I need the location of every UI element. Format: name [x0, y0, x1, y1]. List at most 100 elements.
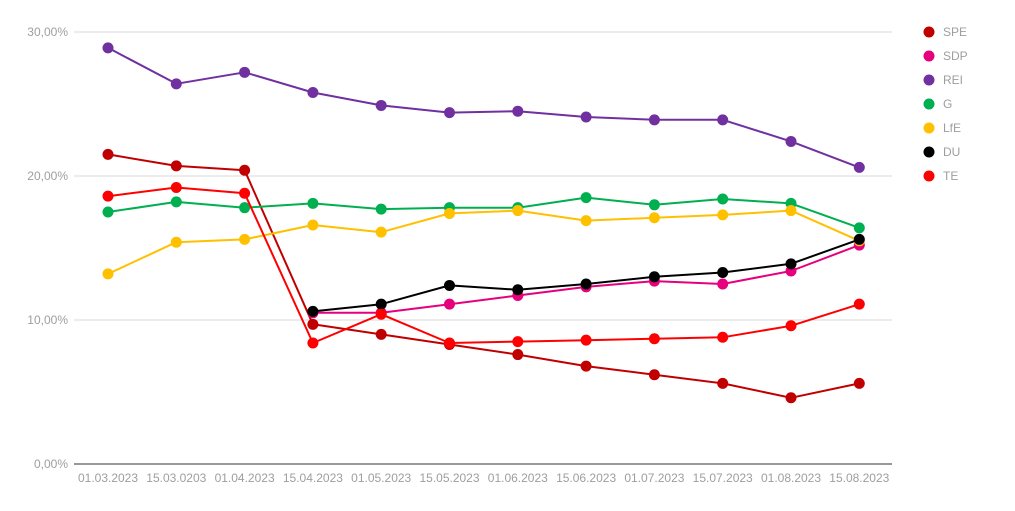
legend-label: SDP [943, 49, 968, 63]
data-point [580, 278, 592, 290]
legend-marker [923, 26, 935, 38]
series-du [307, 233, 865, 317]
x-tick-label: 01.06.2023 [488, 471, 548, 485]
data-point [648, 114, 660, 126]
data-point [375, 226, 387, 238]
legend-label: SPE [943, 25, 967, 39]
x-tick-label: 01.08.2023 [761, 471, 821, 485]
legend-marker [923, 122, 935, 134]
data-point [717, 209, 729, 221]
data-point [444, 107, 455, 119]
data-point [307, 219, 319, 231]
data-point [170, 236, 182, 248]
data-point [170, 182, 182, 194]
y-tick-label: 20,00% [27, 169, 68, 183]
data-point [580, 111, 592, 123]
data-point [785, 258, 797, 270]
legend-label: REI [943, 73, 963, 87]
data-point [512, 284, 524, 296]
legend-item-te: TE [923, 169, 958, 183]
data-point [239, 233, 251, 245]
data-point [307, 197, 319, 209]
data-point [307, 318, 319, 330]
x-tick-label: 01.03.2023 [78, 471, 138, 485]
legend: SPE SDP REI G LfE DU TE [923, 25, 968, 183]
data-point [512, 205, 524, 217]
data-point [170, 160, 182, 172]
data-point [239, 187, 251, 199]
data-point [307, 305, 319, 317]
data-point [375, 328, 387, 340]
data-point [102, 268, 114, 280]
x-axis-ticks: 01.03.2023 15.03.0203 01.04.2023 15.04.2023… [78, 471, 890, 485]
x-tick-label: 15.07.2023 [693, 471, 753, 485]
data-point [853, 161, 865, 173]
data-point [648, 271, 660, 283]
legend-label: DU [943, 145, 960, 159]
legend-item-spe: SPE [923, 25, 967, 39]
data-point [375, 99, 387, 111]
data-point [717, 278, 729, 290]
data-point [580, 334, 592, 346]
series-line [107, 153, 860, 399]
data-point [102, 148, 114, 160]
data-point [512, 105, 524, 117]
legend-item-rei: REI [923, 73, 963, 87]
series-line [107, 186, 860, 344]
x-tick-label: 01.04.2023 [215, 471, 275, 485]
data-point [444, 337, 455, 349]
data-point [717, 377, 729, 389]
x-tick-label: 01.07.2023 [624, 471, 684, 485]
x-tick-label: 01.05.2023 [351, 471, 411, 485]
data-point [648, 199, 660, 211]
data-point [375, 308, 387, 320]
data-point [444, 207, 455, 219]
data-point [512, 336, 524, 348]
series-te [102, 182, 865, 349]
data-point [444, 279, 455, 291]
series-line [107, 209, 860, 275]
y-tick-label: 30,00% [27, 25, 68, 39]
x-tick-label: 15.08.2023 [829, 471, 889, 485]
data-point [580, 360, 592, 372]
legend-marker [923, 170, 935, 182]
legend-marker [923, 98, 935, 110]
data-point [785, 135, 797, 147]
data-point [717, 193, 729, 205]
legend-marker [923, 146, 935, 158]
y-tick-label: 0,00% [34, 457, 68, 471]
series [102, 42, 865, 404]
series-line [107, 196, 860, 229]
gridlines [74, 31, 892, 321]
x-tick-label: 15.04.2023 [283, 471, 343, 485]
series-rei [102, 42, 865, 173]
data-point [307, 86, 319, 98]
legend-item-sdp: SDP [923, 49, 968, 63]
data-point [239, 202, 251, 214]
data-point [512, 349, 524, 361]
legend-label: G [943, 97, 952, 111]
legend-label: LfE [943, 121, 961, 135]
data-point [648, 212, 660, 224]
data-point [444, 298, 455, 310]
data-point [102, 190, 114, 202]
data-point [375, 203, 387, 215]
data-point [717, 114, 729, 126]
legend-marker [923, 74, 935, 86]
legend-marker [923, 50, 935, 62]
data-point [239, 164, 251, 176]
y-axis-ticks: 0,00% 10,00% 20,00% 30,00% [27, 25, 68, 471]
legend-item-g: G [923, 97, 952, 111]
data-point [580, 192, 592, 204]
data-point [239, 66, 251, 78]
data-point [102, 42, 114, 54]
series-g [102, 192, 865, 234]
series-line [312, 238, 860, 313]
data-point [717, 331, 729, 343]
data-point [580, 215, 592, 227]
data-point [307, 337, 319, 349]
x-tick-label: 15.05.2023 [419, 471, 479, 485]
x-tick-label: 15.03.0203 [146, 471, 206, 485]
data-point [648, 369, 660, 381]
